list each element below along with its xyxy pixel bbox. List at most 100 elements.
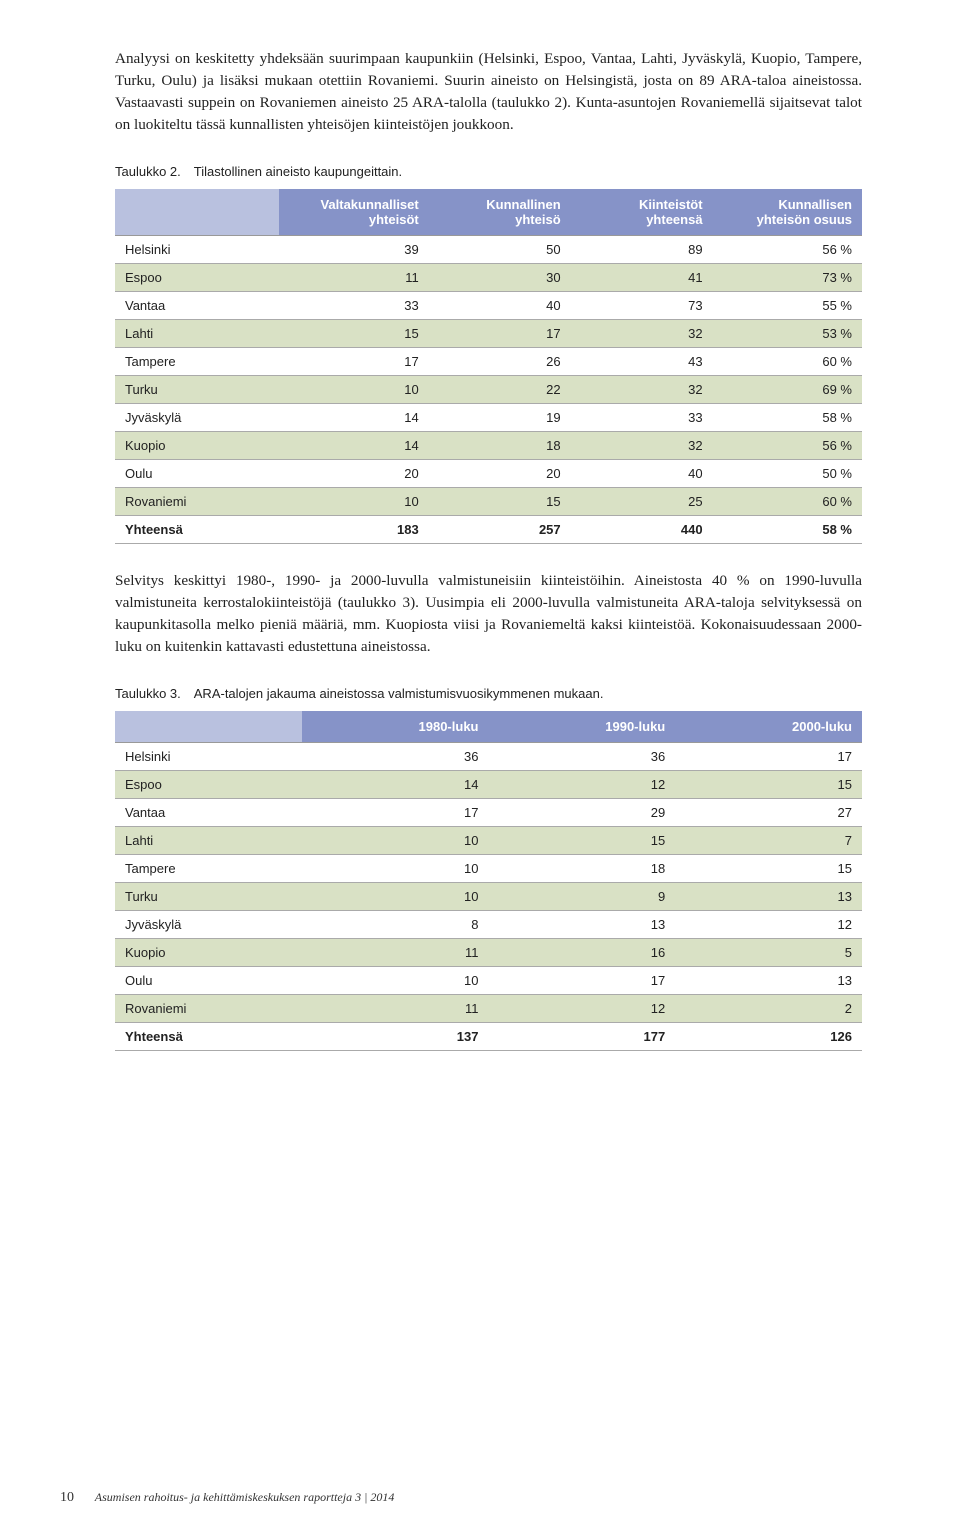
table-cell: 17 [279,348,428,376]
table-cell: 40 [571,460,713,488]
table-row: Oulu20204050 % [115,460,862,488]
table-cell: Helsinki [115,743,302,771]
table-row: Kuopio11165 [115,939,862,967]
table-cell: Rovaniemi [115,488,279,516]
table-cell: 9 [489,883,676,911]
table-row: Tampere101815 [115,855,862,883]
table-total-row: Yhteensä137177126 [115,1023,862,1051]
table-cell: 10 [279,376,428,404]
table-cell: Turku [115,883,302,911]
table-cell: 32 [571,320,713,348]
table-cell: Jyväskylä [115,404,279,432]
page-number: 10 [60,1490,74,1505]
page-footer: 10 Asumisen rahoitus- ja kehittämiskesku… [60,1490,394,1506]
table-cell: 7 [675,827,862,855]
table-cell: 19 [429,404,571,432]
table-row: Vantaa33407355 % [115,292,862,320]
table-cell: 33 [279,292,428,320]
table-header-cell [115,711,302,743]
table-cell: 126 [675,1023,862,1051]
table-cell: 13 [489,911,676,939]
table-cell: 183 [279,516,428,544]
table-cell: 12 [489,771,676,799]
table-cell: 177 [489,1023,676,1051]
table-cell: 60 % [713,488,862,516]
table-cell: 14 [279,404,428,432]
table-row: Rovaniemi11122 [115,995,862,1023]
table-row: Espoo11304173 % [115,264,862,292]
table-cell: 69 % [713,376,862,404]
table-total-row: Yhteensä18325744058 % [115,516,862,544]
intro-paragraph-2: Selvitys keskittyi 1980-, 1990- ja 2000-… [115,570,862,658]
table-row: Lahti15173253 % [115,320,862,348]
table-row: Turku10913 [115,883,862,911]
table-cell: Rovaniemi [115,995,302,1023]
table-cell: 2 [675,995,862,1023]
table-cell: Oulu [115,460,279,488]
table-row: Lahti10157 [115,827,862,855]
table-cell: Kuopio [115,939,302,967]
table-header-cell: Kunnallinen yhteisö [429,189,571,236]
table-cell: Tampere [115,855,302,883]
table-cell: 14 [302,771,489,799]
table-cell: Lahti [115,320,279,348]
table-cell: 50 % [713,460,862,488]
table-row: Jyväskylä14193358 % [115,404,862,432]
table-row: Helsinki363617 [115,743,862,771]
table-row: Jyväskylä81312 [115,911,862,939]
table-cell: 53 % [713,320,862,348]
table-cell: 17 [429,320,571,348]
table-cell: 137 [302,1023,489,1051]
table-cell: 8 [302,911,489,939]
table-header-cell: Kiinteistöt yhteensä [571,189,713,236]
table-cell: 15 [675,855,862,883]
table-cell: 15 [279,320,428,348]
table-cell: 17 [675,743,862,771]
table-cell: 43 [571,348,713,376]
table-cell: Oulu [115,967,302,995]
table-cell: Turku [115,376,279,404]
table-cell: 50 [429,236,571,264]
table-cell: 73 % [713,264,862,292]
table2: Valtakunnalli­set yhteisötKunnallinen yh… [115,189,862,544]
table-cell: 73 [571,292,713,320]
table-cell: 89 [571,236,713,264]
table-cell: 10 [302,883,489,911]
table-cell: Vantaa [115,799,302,827]
table-cell: Espoo [115,264,279,292]
table-header-cell [115,189,279,236]
table2-caption: Taulukko 2. Tilastollinen aineisto kaupu… [115,164,862,179]
table-cell: 30 [429,264,571,292]
table-cell: 11 [302,939,489,967]
table-cell: 10 [279,488,428,516]
table-cell: 20 [429,460,571,488]
table-cell: Vantaa [115,292,279,320]
table-row: Kuopio14183256 % [115,432,862,460]
table-cell: 10 [302,855,489,883]
table-cell: 15 [675,771,862,799]
table-cell: Yhteensä [115,516,279,544]
table-cell: 60 % [713,348,862,376]
table-header-cell: Kunnallisen yhteisön osuus [713,189,862,236]
table-cell: 12 [489,995,676,1023]
table-cell: 10 [302,967,489,995]
table-cell: 16 [489,939,676,967]
table3: 1980-luku1990-luku2000-lukuHelsinki36361… [115,711,862,1051]
table-cell: 12 [675,911,862,939]
table-cell: 18 [429,432,571,460]
intro-paragraph-1: Analyysi on keskitetty yhdeksään suurimp… [115,48,862,136]
table-cell: 257 [429,516,571,544]
table-cell: 11 [302,995,489,1023]
table-cell: 56 % [713,432,862,460]
table-cell: Helsinki [115,236,279,264]
table-cell: 440 [571,516,713,544]
table-row: Helsinki39508956 % [115,236,862,264]
table-header-cell: 1980-luku [302,711,489,743]
table-cell: Kuopio [115,432,279,460]
table-cell: 41 [571,264,713,292]
table-header-cell: 1990-luku [489,711,676,743]
table-header-cell: 2000-luku [675,711,862,743]
table-cell: 36 [489,743,676,771]
table-cell: 26 [429,348,571,376]
table-cell: 33 [571,404,713,432]
